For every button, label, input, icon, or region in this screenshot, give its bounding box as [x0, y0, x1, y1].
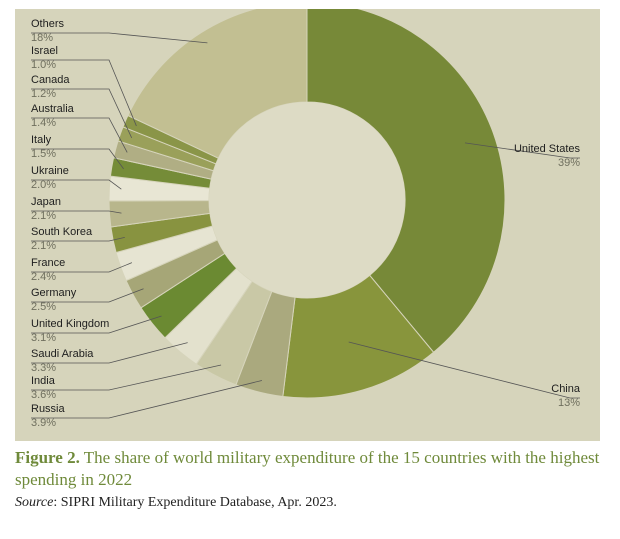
leader-line-canada — [31, 88, 133, 139]
label-russia: Russia — [31, 403, 66, 415]
donut-hole — [209, 102, 405, 298]
value-australia: 1.4% — [31, 117, 56, 129]
source-text: : SIPRI Military Expenditure Database, A… — [53, 495, 337, 510]
value-canada: 1.2% — [31, 88, 56, 100]
label-italy: Italy — [31, 134, 52, 146]
figure-label: Figure 2. — [15, 448, 80, 467]
value-india: 3.6% — [31, 389, 56, 401]
leader-line-ukraine — [31, 179, 122, 190]
leader-line-italy — [31, 148, 124, 170]
value-united-kingdom: 3.1% — [31, 332, 56, 344]
label-france: France — [31, 257, 65, 269]
label-united-states: United States — [514, 143, 581, 155]
leader-line-united-states — [464, 142, 580, 159]
label-canada: Canada — [31, 74, 70, 86]
value-italy: 1.5% — [31, 148, 56, 160]
leader-line-israel — [31, 59, 137, 127]
value-china: 13% — [558, 397, 580, 409]
leader-line-south-korea — [31, 237, 125, 242]
value-ukraine: 2.0% — [31, 179, 56, 191]
value-france: 2.4% — [31, 271, 56, 283]
leader-line-russia — [31, 380, 263, 419]
figure-caption: Figure 2. The share of world military ex… — [15, 447, 600, 491]
label-saudi-arabia: Saudi Arabia — [31, 348, 94, 360]
leader-line-united-kingdom — [31, 315, 162, 334]
leader-line-australia — [31, 117, 128, 153]
value-others: 18% — [31, 32, 53, 44]
leader-line-saudi-arabia — [31, 342, 188, 364]
label-israel: Israel — [31, 45, 58, 57]
label-japan: Japan — [31, 196, 61, 208]
leader-line-china — [348, 341, 580, 399]
donut-chart: United States39%China13%Russia3.9%India3… — [31, 9, 581, 429]
value-russia: 3.9% — [31, 417, 56, 429]
value-japan: 2.1% — [31, 210, 56, 222]
leader-line-france — [31, 262, 133, 273]
value-germany: 2.5% — [31, 301, 56, 313]
value-united-states: 39% — [558, 157, 580, 169]
label-india: India — [31, 375, 56, 387]
label-united-kingdom: United Kingdom — [31, 318, 109, 330]
label-south-korea: South Korea — [31, 226, 93, 238]
label-australia: Australia — [31, 103, 75, 115]
label-china: China — [551, 383, 581, 395]
value-south-korea: 2.1% — [31, 240, 56, 252]
leader-line-india — [31, 364, 222, 391]
source-note: Source: SIPRI Military Expenditure Datab… — [15, 495, 600, 511]
value-israel: 1.0% — [31, 59, 56, 71]
chart-panel: United States 39% China 13% Russia 3.9% India 3… — [15, 9, 600, 441]
label-others: Others — [31, 18, 65, 30]
label-ukraine: Ukraine — [31, 165, 69, 177]
value-saudi-arabia: 3.3% — [31, 362, 56, 374]
leader-line-germany — [31, 288, 144, 303]
source-label: Source — [15, 495, 54, 510]
figure-caption-text: The share of world military expenditure … — [15, 448, 600, 489]
label-germany: Germany — [31, 287, 77, 299]
leader-line-others — [31, 32, 208, 44]
leader-line-japan — [31, 210, 122, 214]
